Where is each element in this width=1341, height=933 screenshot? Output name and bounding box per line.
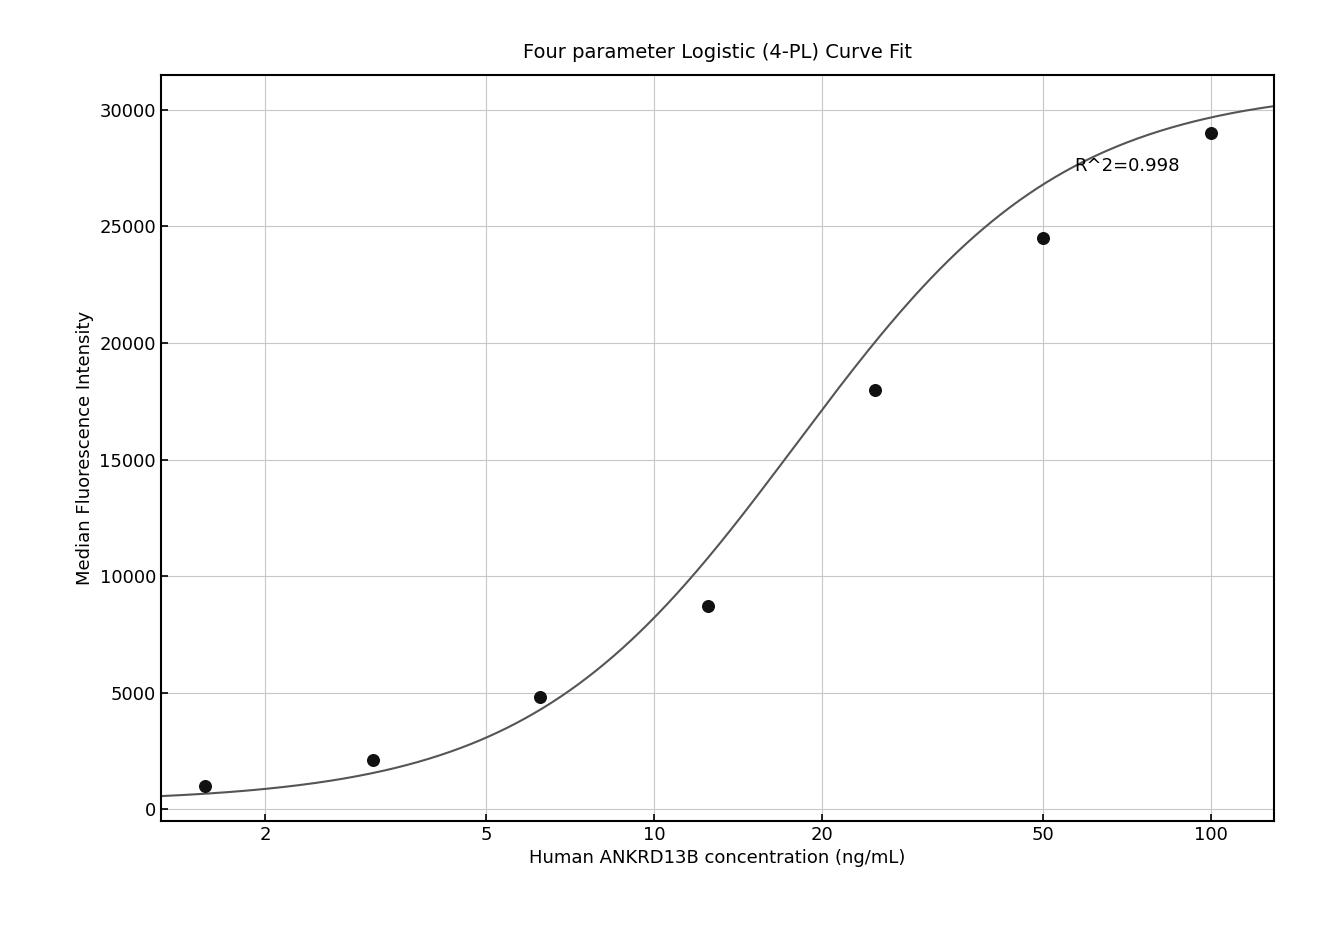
Title: Four parameter Logistic (4-PL) Curve Fit: Four parameter Logistic (4-PL) Curve Fit	[523, 43, 912, 62]
Point	[362, 753, 384, 768]
Point	[1033, 230, 1054, 245]
Point	[697, 599, 719, 614]
Text: R^2=0.998: R^2=0.998	[1074, 157, 1180, 175]
Point	[530, 690, 551, 705]
Y-axis label: Median Fluorescence Intensity: Median Fluorescence Intensity	[75, 311, 94, 585]
Point	[194, 778, 216, 793]
Point	[1200, 126, 1222, 141]
Point	[865, 383, 886, 397]
X-axis label: Human ANKRD13B concentration (ng/mL): Human ANKRD13B concentration (ng/mL)	[530, 849, 905, 868]
